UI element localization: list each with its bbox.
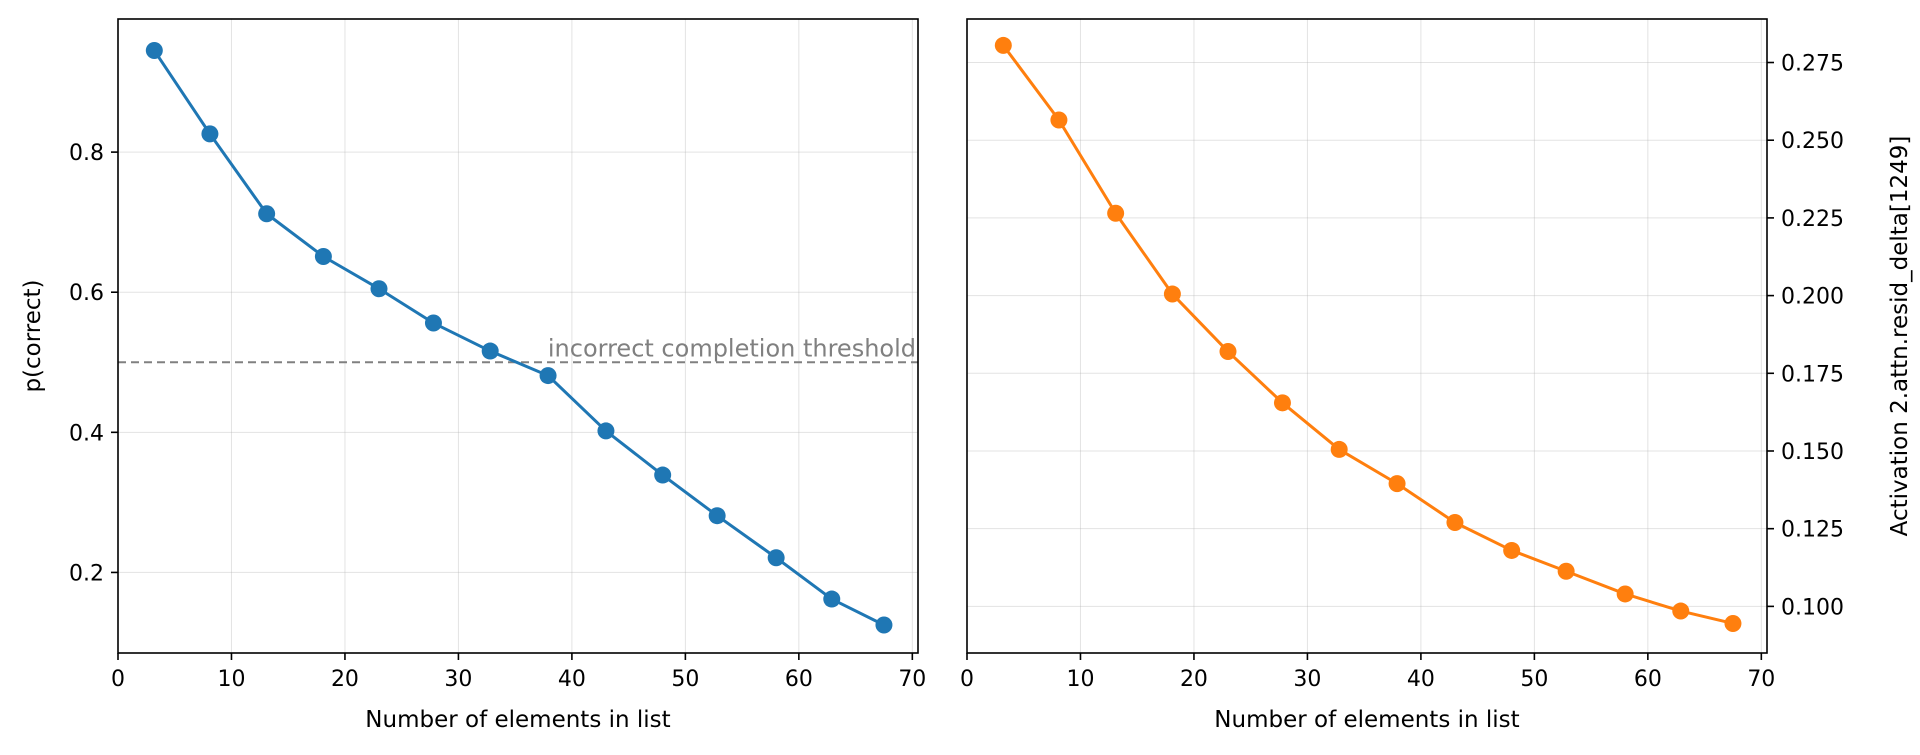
series-line [153,49,885,627]
data-point [823,590,841,608]
data-point [597,422,615,440]
data-point [1219,343,1237,361]
data-point [1107,204,1125,222]
data-point [1557,562,1575,580]
y-tick-label: 0.200 [1781,285,1844,310]
data-point [424,314,442,332]
data-point [1330,440,1348,458]
plot-frame [117,18,919,654]
y-tick-label: 0.8 [69,141,104,166]
data-point [1388,475,1406,493]
x-tick-label: 30 [1293,667,1321,692]
y-tick-label: 0.125 [1781,518,1844,543]
data-point [1503,541,1521,559]
data-point [1446,513,1464,531]
x-tick-label: 40 [1407,667,1435,692]
x-tick-label: 50 [671,667,699,692]
x-tick-label: 50 [1520,667,1548,692]
x-tick-label: 0 [960,667,974,692]
x-tick-label: 10 [1066,667,1094,692]
plot-frame [966,18,1768,654]
y-axis-label: p(correct) [20,279,46,392]
x-tick-label: 20 [1180,667,1208,692]
y-tick-label: 0.150 [1781,440,1844,465]
data-point [875,616,893,634]
x-tick-label: 10 [217,667,245,692]
data-point [1616,585,1634,603]
series-line [1002,44,1734,625]
x-tick-label: 60 [785,667,813,692]
data-point [1163,285,1181,303]
data-point [1273,394,1291,412]
data-point [145,42,163,60]
x-tick-label: 70 [1747,667,1775,692]
x-tick-label: 0 [111,667,125,692]
x-axis-label: Number of elements in list [1214,707,1519,733]
y-tick-label: 0.275 [1781,52,1844,77]
data-point [1050,111,1068,129]
y-tick-label: 0.100 [1781,595,1844,620]
data-point [481,342,499,360]
data-point [994,36,1012,54]
right-panel: 0 10 20 30 40 50 60 70 0.100 0.125 0.150 0.175 0.200… [960,18,1913,733]
y-tick-label: 0.175 [1781,362,1844,387]
threshold-label: incorrect completion threshold [548,334,916,362]
data-point [1672,602,1690,620]
left-panel: 0 10 20 30 40 50 60 70 0.2 0.4 0.6 0.8 incorrect com… [20,18,926,733]
data-point [314,247,332,265]
data-point [708,507,726,525]
y-axis-label: Activation 2.attn.resid_delta[1249] [1887,136,1913,537]
x-tick-label: 60 [1634,667,1662,692]
data-point [1724,614,1742,632]
data-point [370,280,388,298]
x-tick-label: 70 [898,667,926,692]
x-tick-label: 20 [331,667,359,692]
x-tick-label: 30 [444,667,472,692]
y-tick-label: 0.4 [69,421,104,446]
x-tick-label: 40 [558,667,586,692]
data-point [654,466,672,484]
data-point [258,205,276,223]
y-tick-label: 0.2 [69,561,104,586]
y-tick-label: 0.225 [1781,207,1844,232]
y-tick-label: 0.250 [1781,129,1844,154]
x-axis-label: Number of elements in list [365,707,670,733]
data-point [767,549,785,567]
y-tick-label: 0.6 [69,281,104,306]
data-point [201,125,219,143]
data-point [539,367,557,385]
